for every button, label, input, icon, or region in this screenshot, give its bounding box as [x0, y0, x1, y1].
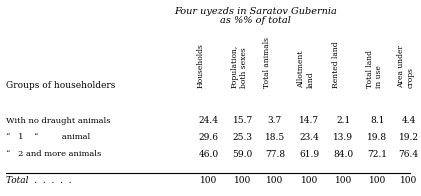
Text: Allotment
land: Allotment land [297, 51, 314, 88]
Text: 46.0: 46.0 [198, 150, 218, 159]
Text: 100: 100 [335, 176, 352, 185]
Text: Four uyezds in Saratov Gubernia: Four uyezds in Saratov Gubernia [174, 7, 337, 16]
Text: Population,
both sexes: Population, both sexes [231, 45, 248, 88]
Text: 23.4: 23.4 [299, 133, 319, 142]
Text: 100: 100 [266, 176, 283, 185]
Text: Total  .  .  .  .  .: Total . . . . . [6, 176, 72, 185]
Text: 2.1: 2.1 [336, 116, 350, 125]
Text: Total animals: Total animals [263, 37, 271, 88]
Text: 8.1: 8.1 [370, 116, 385, 125]
Text: “   2 and more animals: “ 2 and more animals [6, 150, 101, 158]
Text: 19.8: 19.8 [368, 133, 388, 142]
Text: 77.8: 77.8 [265, 150, 285, 159]
Text: 59.0: 59.0 [232, 150, 253, 159]
Text: “   1    “         animal: “ 1 “ animal [6, 133, 91, 142]
Text: as %% of total: as %% of total [220, 16, 291, 25]
Text: With no draught animals: With no draught animals [6, 117, 111, 125]
Text: 76.4: 76.4 [399, 150, 419, 159]
Text: Households: Households [197, 43, 205, 88]
Text: 14.7: 14.7 [299, 116, 319, 125]
Text: 100: 100 [369, 176, 386, 185]
Text: 100: 100 [234, 176, 251, 185]
Text: 29.6: 29.6 [198, 133, 218, 142]
Text: 100: 100 [200, 176, 217, 185]
Text: Groups of householders: Groups of householders [6, 81, 116, 90]
Text: Rented land: Rented land [332, 42, 340, 88]
Text: 4.4: 4.4 [402, 116, 416, 125]
Text: 24.4: 24.4 [198, 116, 218, 125]
Text: 100: 100 [400, 176, 417, 185]
Text: 72.1: 72.1 [368, 150, 387, 159]
Text: Area under
crops: Area under crops [397, 45, 414, 88]
Text: 15.7: 15.7 [232, 116, 253, 125]
Text: 100: 100 [301, 176, 318, 185]
Text: 18.5: 18.5 [265, 133, 285, 142]
Text: 84.0: 84.0 [333, 150, 353, 159]
Text: 61.9: 61.9 [299, 150, 319, 159]
Text: 3.7: 3.7 [268, 116, 282, 125]
Text: Total land
in use: Total land in use [366, 50, 383, 88]
Text: 19.2: 19.2 [399, 133, 419, 142]
Text: 13.9: 13.9 [333, 133, 353, 142]
Text: 25.3: 25.3 [233, 133, 253, 142]
